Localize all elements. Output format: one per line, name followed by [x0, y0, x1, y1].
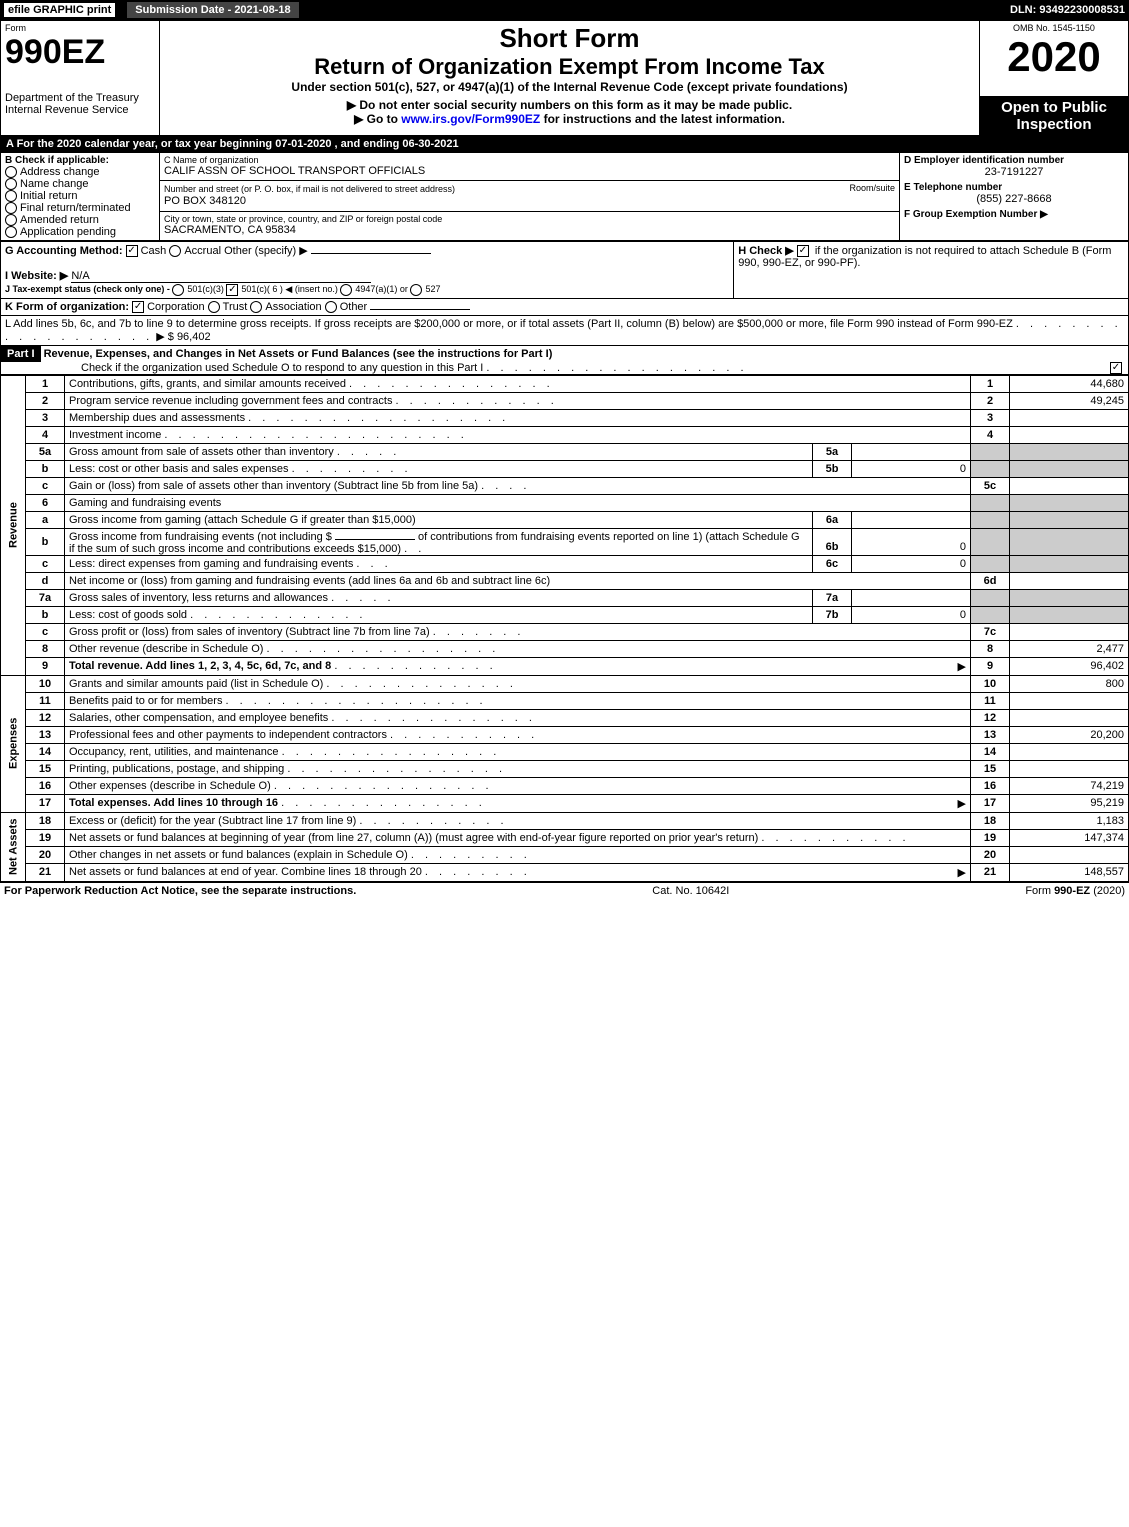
netassets-vert-label: Net Assets [1, 812, 26, 881]
chk-trust[interactable] [208, 301, 220, 313]
section-l: L Add lines 5b, 6c, and 7b to line 9 to … [0, 316, 1129, 346]
amt-line-8: 2,477 [1010, 640, 1129, 657]
footer-cat: Cat. No. 10642I [652, 885, 729, 897]
submission-date: Submission Date - 2021-08-18 [127, 2, 298, 18]
title-short-form: Short Form [164, 23, 975, 54]
ssn-note: ▶ Do not enter social security numbers o… [164, 98, 975, 112]
org-name: CALIF ASSN OF SCHOOL TRANSPORT OFFICIALS [164, 165, 895, 177]
form-number: 990EZ [5, 33, 155, 72]
other-specify-input[interactable] [311, 253, 431, 254]
expenses-vert-label: Expenses [1, 675, 26, 812]
amt-line-13: 20,200 [1010, 726, 1129, 743]
chk-address-change[interactable]: Address change [5, 166, 155, 178]
chk-cash[interactable] [126, 245, 138, 257]
section-j-label: J Tax-exempt status (check only one) - [5, 284, 172, 294]
subtitle: Under section 501(c), 527, or 4947(a)(1)… [164, 80, 975, 94]
chk-initial-return[interactable]: Initial return [5, 190, 155, 202]
phone-value: (855) 227-8668 [904, 193, 1124, 205]
city-label: City or town, state or province, country… [164, 214, 895, 224]
amt-line-21: 148,557 [1010, 863, 1129, 881]
part-1-check-text: Check if the organization used Schedule … [81, 362, 483, 374]
amt-line-9: 96,402 [1010, 657, 1129, 675]
section-h-label: H Check ▶ [738, 245, 794, 257]
org-info-table: B Check if applicable: Address change Na… [0, 152, 1129, 242]
chk-schedule-b[interactable] [797, 245, 809, 257]
title-return: Return of Organization Exempt From Incom… [164, 54, 975, 80]
section-g-label: G Accounting Method: [5, 245, 123, 257]
form-header-table: Form 990EZ Department of the Treasury In… [0, 20, 1129, 136]
section-h-text: if the organization is not required to a… [738, 245, 1111, 269]
chk-final-return[interactable]: Final return/terminated [5, 202, 155, 214]
part-1-badge: Part I [1, 346, 41, 362]
accounting-table: G Accounting Method: Cash Accrual Other … [0, 241, 1129, 299]
chk-501c[interactable] [226, 284, 238, 296]
chk-amended-return[interactable]: Amended return [5, 214, 155, 226]
ein-value: 23-7191227 [904, 166, 1124, 178]
chk-name-change[interactable]: Name change [5, 178, 155, 190]
part-1-table: Revenue 1 Contributions, gifts, grants, … [0, 375, 1129, 882]
efile-label: efile GRAPHIC print [4, 3, 115, 17]
amt-line-19: 147,374 [1010, 829, 1129, 846]
chk-4947[interactable] [340, 284, 352, 296]
section-k: K Form of organization: Corporation Trus… [0, 299, 1129, 316]
section-a-tax-year: A For the 2020 calendar year, or tax yea… [0, 136, 1129, 152]
section-c-name-label: C Name of organization [164, 155, 895, 165]
section-e-label: E Telephone number [904, 182, 1124, 193]
page-footer: For Paperwork Reduction Act Notice, see … [0, 882, 1129, 899]
revenue-vert-label: Revenue [1, 375, 26, 675]
chk-schedule-o[interactable] [1110, 362, 1122, 374]
section-i-label: I Website: ▶ [5, 270, 68, 282]
open-public-badge: Open to Public Inspection [980, 96, 1129, 135]
dept-label: Department of the Treasury [5, 92, 155, 104]
chk-other-org[interactable] [325, 301, 337, 313]
chk-corporation[interactable] [132, 301, 144, 313]
chk-501c3[interactable] [172, 284, 184, 296]
amt-line-17: 95,219 [1010, 794, 1129, 812]
amt-line-1: 44,680 [1010, 375, 1129, 392]
section-b-label: B Check if applicable: [5, 155, 155, 166]
room-label: Room/suite [849, 183, 895, 193]
footer-left: For Paperwork Reduction Act Notice, see … [4, 885, 356, 897]
top-bar: efile GRAPHIC print Submission Date - 20… [0, 0, 1129, 20]
tax-year: 2020 [984, 33, 1124, 81]
chk-application-pending[interactable]: Application pending [5, 226, 155, 238]
city-value: SACRAMENTO, CA 95834 [164, 224, 895, 236]
chk-accrual[interactable] [169, 245, 181, 257]
omb-number: OMB No. 1545-1150 [984, 23, 1124, 33]
amt-line-16: 74,219 [1010, 777, 1129, 794]
irs-link[interactable]: www.irs.gov/Form990EZ [401, 112, 540, 126]
part-1-header-row: Part I Revenue, Expenses, and Changes in… [0, 346, 1129, 375]
goto-note: ▶ Go to www.irs.gov/Form990EZ for instru… [164, 112, 975, 126]
website-value: N/A [71, 270, 371, 283]
section-d-label: D Employer identification number [904, 155, 1124, 166]
irs-label: Internal Revenue Service [5, 104, 155, 116]
street-address: PO BOX 348120 [164, 195, 895, 207]
section-f-label: F Group Exemption Number ▶ [904, 209, 1124, 220]
addr-label: Number and street (or P. O. box, if mail… [164, 184, 455, 194]
amt-line-10: 800 [1010, 675, 1129, 692]
chk-527[interactable] [410, 284, 422, 296]
amt-line-2: 49,245 [1010, 392, 1129, 409]
part-1-title: Revenue, Expenses, and Changes in Net As… [44, 348, 553, 360]
dln-number: DLN: 93492230008531 [1010, 4, 1125, 16]
chk-association[interactable] [250, 301, 262, 313]
footer-form: Form 990-EZ (2020) [1025, 885, 1125, 897]
amt-line-18: 1,183 [1010, 812, 1129, 829]
form-word: Form [5, 23, 155, 33]
